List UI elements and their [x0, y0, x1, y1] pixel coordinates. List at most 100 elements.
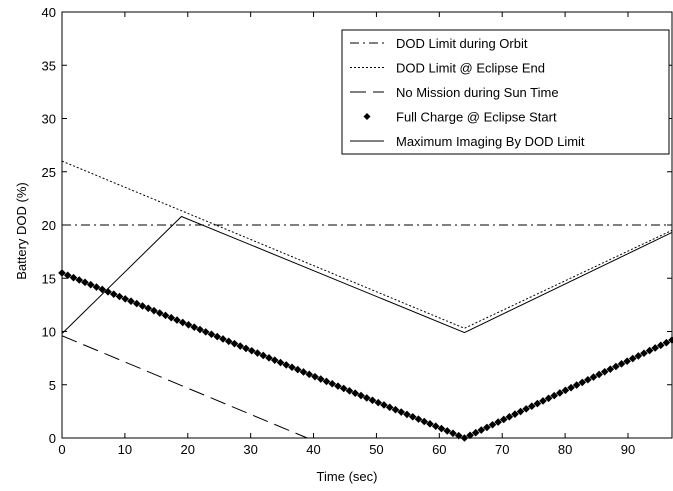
data-marker	[403, 410, 411, 419]
x-tick-label: 30	[243, 442, 257, 457]
data-marker	[645, 346, 654, 355]
x-axis-label: Time (sec)	[317, 469, 378, 484]
x-tick-label: 90	[621, 442, 635, 457]
data-marker	[161, 311, 170, 320]
x-tick-label: 50	[369, 442, 383, 457]
data-marker	[253, 349, 262, 357]
data-marker	[505, 413, 514, 421]
data-marker	[628, 354, 637, 363]
data-marker	[539, 397, 547, 405]
data-marker	[617, 360, 626, 368]
data-marker	[322, 377, 331, 386]
data-marker	[138, 302, 147, 310]
data-marker	[606, 365, 615, 373]
data-marker	[144, 304, 153, 313]
data-marker	[357, 391, 365, 400]
data-marker	[92, 283, 101, 291]
x-tick-label: 0	[58, 442, 65, 457]
data-marker	[460, 434, 469, 442]
data-marker	[634, 352, 643, 360]
data-marker	[305, 370, 314, 379]
data-marker	[155, 309, 164, 317]
data-marker	[623, 357, 631, 366]
data-marker	[265, 354, 273, 362]
data-marker	[351, 389, 360, 397]
data-marker	[385, 403, 394, 412]
data-marker	[121, 295, 130, 303]
data-marker	[449, 429, 457, 438]
data-marker	[236, 342, 245, 350]
data-marker	[115, 292, 124, 301]
data-marker	[328, 379, 337, 388]
data-marker	[242, 344, 250, 353]
data-marker	[224, 337, 233, 346]
series-full-charge-markers	[58, 269, 673, 442]
data-marker	[494, 418, 502, 426]
data-marker	[270, 356, 279, 364]
data-marker	[454, 431, 463, 440]
data-marker	[656, 341, 665, 350]
data-marker	[190, 323, 199, 331]
data-marker	[567, 383, 575, 392]
data-marker	[533, 399, 542, 408]
data-marker	[339, 384, 348, 393]
data-marker	[368, 396, 377, 405]
data-marker	[612, 362, 620, 371]
data-marker	[196, 325, 204, 334]
data-marker	[132, 299, 141, 308]
data-marker	[556, 389, 564, 397]
data-marker	[477, 426, 486, 434]
data-marker	[471, 428, 480, 437]
x-tick-label: 20	[181, 442, 195, 457]
legend-label: DOD Limit @ Eclipse End	[396, 61, 545, 76]
data-marker	[362, 394, 371, 402]
data-marker	[86, 280, 95, 289]
data-marker	[397, 408, 406, 416]
data-marker	[109, 290, 118, 298]
data-marker	[98, 285, 107, 294]
data-marker	[527, 402, 536, 411]
data-marker	[81, 278, 89, 287]
data-marker	[127, 297, 135, 306]
data-marker	[69, 273, 78, 282]
legend-label: No Mission during Sun Time	[396, 85, 559, 100]
legend-box	[341, 29, 670, 155]
data-marker	[311, 372, 319, 381]
y-tick-label: 20	[42, 218, 56, 233]
data-marker	[58, 269, 66, 277]
data-marker	[201, 328, 210, 336]
data-marker	[483, 423, 491, 432]
data-marker	[466, 431, 474, 440]
data-marker	[651, 344, 659, 352]
data-marker	[499, 415, 508, 424]
data-marker	[167, 313, 176, 322]
data-marker	[374, 398, 383, 407]
data-marker	[213, 332, 222, 341]
x-tick-label: 60	[432, 442, 446, 457]
data-marker	[173, 316, 181, 324]
series-line-4	[61, 215, 673, 334]
data-marker	[219, 335, 227, 343]
y-tick-label: 35	[42, 58, 56, 73]
data-marker	[572, 381, 581, 389]
legend-label: Maximum Imaging By DOD Limit	[396, 134, 585, 149]
x-tick-label: 80	[558, 442, 572, 457]
y-tick-label: 25	[42, 165, 56, 180]
data-marker	[299, 368, 308, 376]
data-marker	[316, 375, 325, 383]
data-marker	[178, 318, 187, 327]
legend-swatch-marker	[363, 113, 371, 120]
data-marker	[420, 417, 429, 426]
series-line-2	[61, 335, 308, 439]
data-marker	[584, 375, 592, 384]
data-marker	[247, 346, 256, 355]
y-axis-label: Battery DOD (%)	[14, 182, 29, 280]
data-marker	[380, 401, 388, 409]
data-marker	[391, 405, 400, 414]
data-marker	[282, 361, 291, 369]
data-marker	[437, 424, 446, 433]
data-marker	[414, 415, 423, 423]
data-marker	[276, 358, 285, 367]
legend-label: Full Charge @ Eclipse Start	[396, 110, 557, 125]
